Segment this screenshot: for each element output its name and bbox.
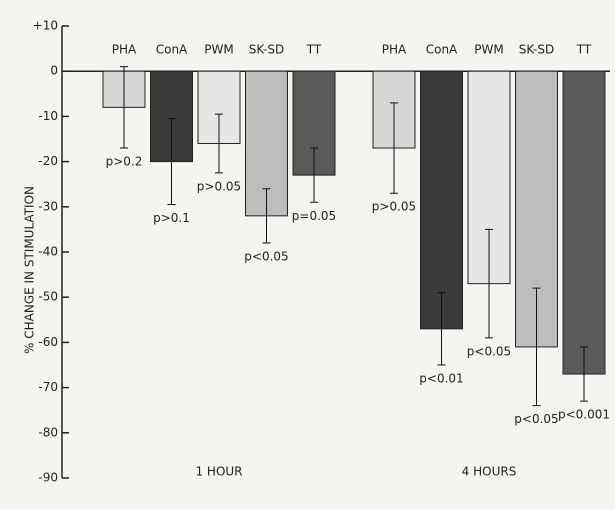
p-value-label: p>0.05 [372,200,416,214]
category-label: SK-SD [249,43,284,57]
p-value-label: p>0.2 [106,155,143,169]
p-value-label: p>0.1 [153,211,190,225]
p-value-label: p<0.01 [419,372,463,386]
category-label: SK-SD [519,43,554,57]
category-label: ConA [156,43,188,57]
category-label: PHA [112,43,137,57]
y-tick-label: +10 [33,19,58,33]
y-tick-label: -30 [38,199,58,213]
category-label: PWM [474,43,503,57]
category-label: PWM [204,43,233,57]
y-tick-label: -10 [38,109,58,123]
p-value-label: p<0.05 [467,344,511,358]
error-bar [390,102,398,194]
error-bar [485,228,493,339]
p-value-label: p<0.05 [244,249,288,263]
group-label: 4 HOURS [462,465,517,479]
y-tick-label: -60 [38,335,58,349]
y-axis-label: % CHANGE IN STIMULATION [23,186,37,354]
group-label: 1 HOUR [195,465,242,479]
error-bar [580,346,588,402]
category-label: PHA [382,43,407,57]
p-value-label: p>0.05 [197,179,241,193]
bar [420,70,463,330]
category-label: ConA [426,43,458,57]
y-tick-label: -40 [38,245,58,259]
error-bar [215,113,223,174]
bar [562,70,606,375]
y-tick-label: -50 [38,290,58,304]
error-bar [120,66,128,149]
y-tick-label: -90 [38,471,58,485]
p-value-label: p=0.05 [292,209,336,223]
error-bar [262,188,271,244]
error-bar [532,287,541,407]
p-value-label: p<0.05 [514,412,558,426]
y-tick-label: -80 [38,425,58,439]
category-label: TT [576,43,592,57]
y-tick-label: -20 [38,154,58,168]
error-bar [167,118,176,206]
error-bar [310,147,318,203]
category-label: TT [306,43,322,57]
error-bar [437,292,446,366]
y-tick-label: 0 [50,64,58,78]
p-value-label: p<0.001 [558,408,610,422]
y-tick-label: -70 [38,380,58,394]
